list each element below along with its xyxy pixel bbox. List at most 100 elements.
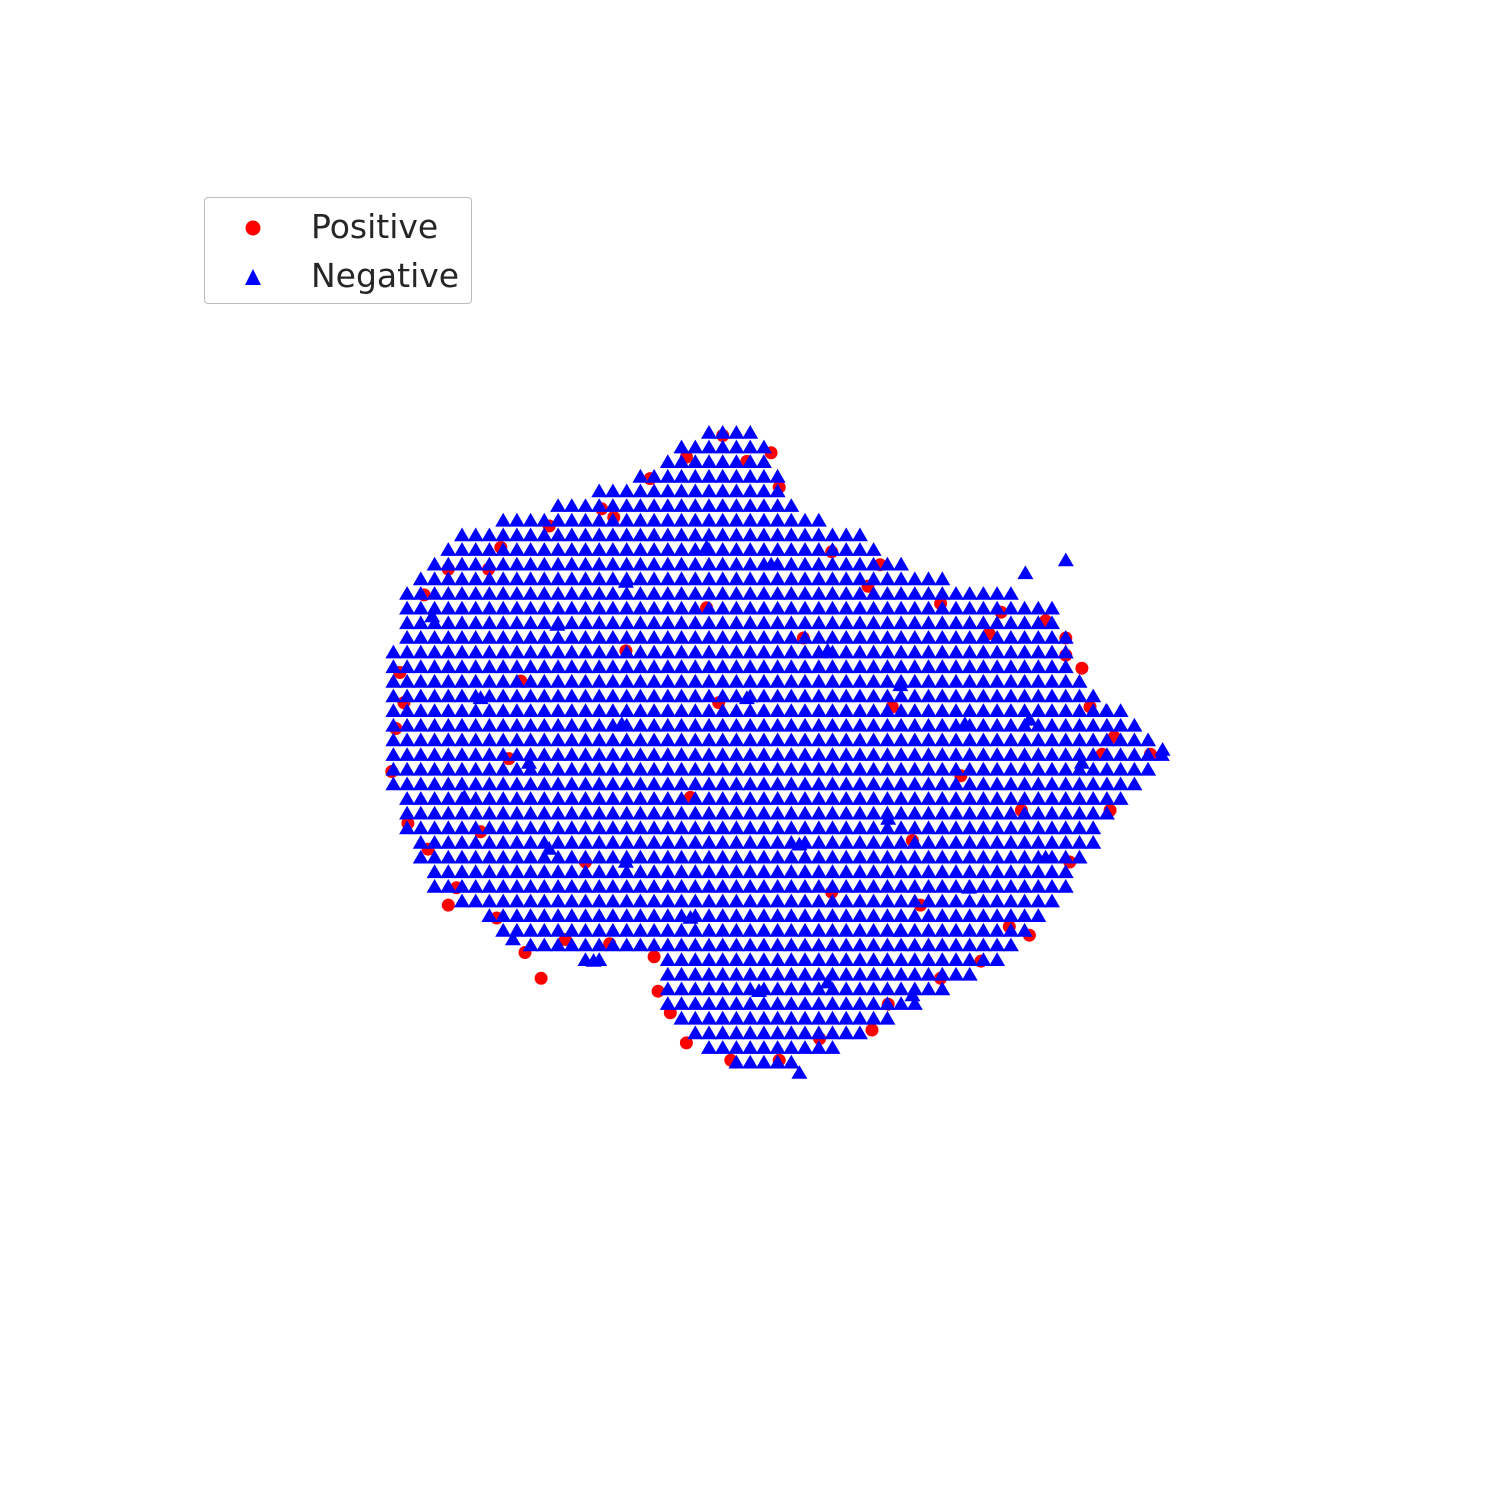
negative-point <box>563 571 580 586</box>
negative-point <box>879 981 896 996</box>
negative-point <box>934 966 951 981</box>
negative-point <box>975 835 992 849</box>
negative-point <box>961 937 978 952</box>
negative-point <box>604 556 621 571</box>
negative-point <box>659 512 676 527</box>
negative-point <box>591 703 608 717</box>
negative-point <box>536 600 553 615</box>
negative-point <box>563 835 580 849</box>
negative-point <box>728 776 745 791</box>
negative-point <box>673 835 690 849</box>
negative-point <box>591 527 608 542</box>
negative-point <box>687 966 704 981</box>
negative-point <box>536 937 553 952</box>
negative-point <box>1071 849 1088 864</box>
negative-point <box>742 1054 759 1069</box>
negative-point <box>426 703 443 717</box>
negative-point <box>1057 717 1074 732</box>
negative-point <box>454 761 470 776</box>
negative-point <box>632 527 649 542</box>
negative-point <box>673 996 690 1010</box>
negative-point <box>961 966 978 981</box>
negative-point <box>1002 820 1019 835</box>
negative-point <box>399 659 416 674</box>
negative-point <box>536 908 553 922</box>
negative-point <box>920 835 937 849</box>
positive-point <box>534 971 548 985</box>
negative-point <box>673 864 690 879</box>
negative-point <box>1085 732 1102 747</box>
negative-point <box>851 776 868 791</box>
negative-point <box>536 747 553 761</box>
negative-point <box>865 542 882 556</box>
positive-point <box>441 898 455 912</box>
negative-point <box>948 586 964 600</box>
negative-point <box>961 703 978 717</box>
negative-point <box>865 600 882 615</box>
negative-point <box>591 571 608 586</box>
negative-point <box>495 688 512 703</box>
legend-triangle-marker <box>245 269 261 285</box>
negative-point <box>1044 761 1060 776</box>
legend-label-positive: Positive <box>311 207 439 246</box>
negative-point <box>797 1025 813 1040</box>
negative-point <box>714 747 731 761</box>
negative-point <box>769 659 786 674</box>
negative-point <box>851 615 868 630</box>
negative-point <box>522 849 539 864</box>
negative-point <box>851 805 868 820</box>
negative-point <box>604 922 621 937</box>
negative-point <box>618 542 635 556</box>
negative-point <box>824 761 841 776</box>
negative-point <box>591 542 608 556</box>
negative-point <box>659 820 676 835</box>
negative-point <box>550 805 567 820</box>
negative-point <box>1071 732 1088 747</box>
negative-point <box>591 922 608 937</box>
negative-point <box>385 732 402 747</box>
negative-point <box>742 1040 759 1054</box>
negative-point <box>481 864 498 879</box>
negative-point <box>495 747 512 761</box>
negative-point <box>454 673 470 688</box>
negative-point <box>550 717 567 732</box>
negative-point <box>838 717 855 732</box>
negative-point <box>591 659 608 674</box>
negative-point <box>824 996 841 1010</box>
negative-point <box>495 542 512 556</box>
negative-point <box>851 688 868 703</box>
negative-point <box>454 615 470 630</box>
negative-point <box>522 820 539 835</box>
negative-point <box>385 659 402 674</box>
negative-point <box>1030 615 1047 630</box>
negative-point <box>618 556 635 571</box>
negative-point <box>508 805 525 820</box>
negative-point <box>810 791 827 805</box>
negative-point <box>536 761 553 776</box>
negative-point <box>495 703 512 717</box>
negative-point <box>632 893 649 908</box>
negative-point <box>879 922 896 937</box>
negative-point <box>934 600 951 615</box>
negative-point <box>440 776 457 791</box>
negative-point <box>522 600 539 615</box>
negative-point <box>906 922 923 937</box>
negative-point <box>851 908 868 922</box>
negative-point <box>769 747 786 761</box>
negative-point <box>1126 732 1143 747</box>
negative-point <box>742 893 759 908</box>
negative-point <box>728 996 745 1010</box>
negative-point <box>714 659 731 674</box>
negative-point <box>1057 835 1074 849</box>
negative-point <box>1016 600 1033 615</box>
negative-point <box>454 600 470 615</box>
negative-point <box>1002 630 1019 644</box>
negative-point <box>1098 805 1115 820</box>
negative-point <box>1085 688 1102 703</box>
negative-point <box>838 864 855 879</box>
negative-point <box>673 820 690 835</box>
negative-point <box>440 717 457 732</box>
negative-point <box>906 966 923 981</box>
negative-point <box>948 600 964 615</box>
negative-point <box>632 922 649 937</box>
